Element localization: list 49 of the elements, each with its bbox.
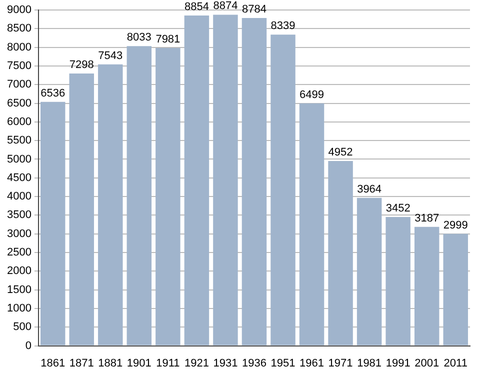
data-label: 3452 bbox=[386, 202, 410, 215]
y-tick-label: 2000 bbox=[6, 265, 32, 278]
y-tick-label: 7500 bbox=[6, 60, 32, 72]
x-tick-label: 1936 bbox=[242, 357, 266, 370]
x-tick-label: 1881 bbox=[98, 357, 123, 370]
data-label: 8874 bbox=[213, 0, 238, 12]
data-label: 7543 bbox=[98, 50, 123, 62]
y-tick-label: 4000 bbox=[6, 190, 32, 203]
y-tick-label: 8500 bbox=[6, 22, 32, 35]
y-tick-label: 7000 bbox=[6, 78, 32, 91]
x-tick-label: 1861 bbox=[40, 357, 66, 370]
data-label: 6499 bbox=[300, 88, 324, 101]
y-tick-label: 8000 bbox=[6, 41, 32, 54]
y-tick-label: 5000 bbox=[6, 153, 32, 166]
data-label: 7298 bbox=[69, 59, 94, 72]
y-tick-label: 500 bbox=[13, 321, 32, 334]
x-tick-label: 1961 bbox=[300, 357, 324, 370]
data-label: 8033 bbox=[126, 32, 152, 44]
y-tick-label: 6500 bbox=[6, 97, 32, 110]
x-tick-label: 1931 bbox=[213, 357, 238, 370]
x-tick-label: 2001 bbox=[414, 357, 440, 370]
data-label: 6536 bbox=[40, 87, 66, 100]
data-label: 8339 bbox=[270, 20, 296, 32]
x-tick-label: 2011 bbox=[444, 357, 468, 370]
y-tick-label: 1500 bbox=[6, 284, 32, 296]
data-label: 7981 bbox=[156, 34, 180, 46]
y-tick-label: 9000 bbox=[6, 4, 32, 16]
y-tick-label: 6000 bbox=[6, 116, 32, 128]
data-label: 3187 bbox=[414, 212, 440, 224]
x-tick-label: 1981 bbox=[357, 357, 382, 370]
y-tick-label: 5500 bbox=[6, 134, 32, 147]
data-label: 8854 bbox=[184, 0, 209, 13]
x-tick-label: 1901 bbox=[126, 357, 152, 370]
x-tick-label: 1871 bbox=[69, 357, 94, 370]
data-label: 3964 bbox=[357, 183, 382, 196]
data-label: 2999 bbox=[443, 219, 468, 232]
y-tick-label: 3500 bbox=[6, 209, 32, 222]
y-tick-label: 1000 bbox=[6, 302, 32, 315]
data-label: 8784 bbox=[242, 4, 266, 16]
x-tick-label: 1911 bbox=[156, 357, 180, 370]
x-tick-label: 1971 bbox=[328, 357, 353, 370]
x-tick-label: 1991 bbox=[386, 357, 410, 370]
y-tick-label: 2500 bbox=[6, 246, 32, 259]
y-tick-label: 0 bbox=[25, 340, 32, 352]
y-tick-label: 3000 bbox=[6, 228, 32, 240]
x-tick-label: 1951 bbox=[270, 357, 296, 370]
y-tick-label: 4500 bbox=[6, 172, 32, 184]
data-label: 4952 bbox=[328, 146, 353, 159]
x-tick-label: 1921 bbox=[184, 357, 209, 370]
